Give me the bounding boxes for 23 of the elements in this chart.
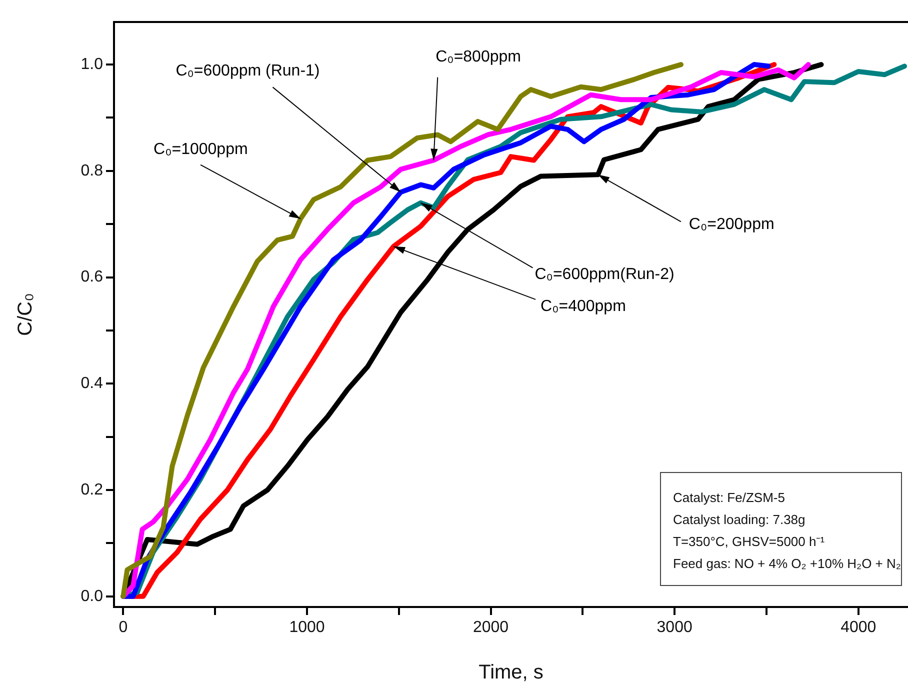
y-tick-label: 1.0 xyxy=(80,56,104,73)
annotation: C₀=800ppm xyxy=(436,48,521,66)
annotation: Feed gas: NO + 4% O₂ +10% H₂O + N₂ xyxy=(673,555,901,573)
annotation: C₀=200ppm xyxy=(688,216,774,234)
y-axis-title: C/C₀ xyxy=(14,293,37,336)
y-tick-label: 0.6 xyxy=(80,268,104,286)
x-tick-label: 3000 xyxy=(656,619,692,636)
x-axis-title: Time, s xyxy=(478,662,544,684)
x-tick-label: 4000 xyxy=(840,619,876,636)
annotation: C₀=600ppm (Run-1) xyxy=(176,62,320,80)
annotation: Catalyst: Fe/ZSM-5 xyxy=(673,489,786,507)
annotation: C₀=400ppm xyxy=(540,298,626,315)
annotation: T=350°C, GHSV=5000 h⁻¹ xyxy=(673,533,826,551)
x-tick-label: 1000 xyxy=(289,619,325,636)
annotation: C₀=1000ppm xyxy=(154,141,248,158)
annotation: Catalyst loading: 7.38g xyxy=(673,511,806,529)
y-tick-label: 0.4 xyxy=(80,375,104,392)
y-tick-label: 0.2 xyxy=(80,481,104,498)
annotation: C₀=600ppm(Run-2) xyxy=(534,266,674,284)
x-tick-label: 0 xyxy=(118,619,128,636)
y-tick-label: 0.0 xyxy=(80,588,104,605)
y-tick-label: 0.8 xyxy=(80,162,104,180)
x-tick-label: 2000 xyxy=(472,619,509,636)
